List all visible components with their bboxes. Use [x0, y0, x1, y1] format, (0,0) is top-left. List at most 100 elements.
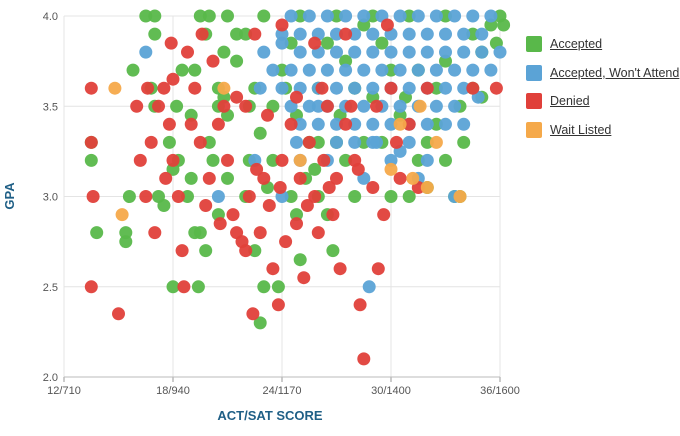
data-point	[344, 99, 358, 113]
data-point	[311, 99, 325, 113]
data-point	[202, 9, 216, 23]
legend: Accepted Accepted, Won't Attend Denied Wait…	[526, 30, 679, 145]
data-point	[339, 153, 353, 167]
data-point	[221, 171, 234, 185]
data-point	[290, 135, 303, 149]
data-point	[330, 171, 343, 185]
data-point	[195, 27, 209, 41]
data-point	[311, 226, 325, 240]
data-point	[393, 108, 407, 122]
data-point	[188, 63, 202, 77]
data-point	[384, 117, 398, 131]
y-tick-label: 2.5	[43, 282, 58, 294]
data-point	[211, 117, 225, 131]
axes: 2.0 2.5 3.0 3.5 4.0 12/710 18/940 24/1170 30/140…	[43, 11, 520, 397]
y-tick-label: 4.0	[43, 11, 58, 23]
data-point	[484, 18, 498, 32]
data-point	[130, 99, 144, 113]
legend-item[interactable]: Accepted, Won't Attend	[526, 59, 679, 88]
data-point	[141, 81, 155, 95]
data-point	[266, 262, 280, 276]
data-point	[148, 226, 162, 240]
data-point	[139, 190, 153, 203]
legend-label: Accepted	[550, 37, 603, 52]
data-point	[84, 153, 98, 167]
data-point	[266, 153, 280, 167]
data-point	[322, 181, 336, 194]
data-point	[279, 235, 293, 249]
data-point	[115, 208, 129, 222]
data-point	[181, 190, 194, 203]
data-point	[122, 190, 136, 203]
data-point	[484, 63, 498, 77]
legend-item[interactable]: Wait Listed	[526, 116, 676, 145]
data-point	[184, 117, 198, 131]
data-point	[489, 81, 503, 95]
y-axis-title: GPA	[2, 182, 17, 210]
data-point	[199, 244, 213, 258]
data-point	[484, 9, 498, 23]
data-point	[348, 27, 362, 41]
data-point	[402, 117, 416, 131]
data-point	[239, 244, 253, 258]
data-point	[275, 81, 289, 95]
data-point	[84, 81, 98, 95]
data-point	[246, 307, 260, 321]
data-point	[320, 99, 334, 113]
data-point	[411, 63, 425, 77]
data-point	[239, 27, 253, 41]
data-point	[439, 45, 452, 59]
data-point	[429, 81, 443, 95]
data-point	[370, 99, 383, 113]
data-point	[297, 271, 311, 285]
data-point	[311, 117, 325, 131]
data-point	[330, 45, 343, 59]
data-point	[339, 9, 353, 23]
data-point	[199, 199, 213, 212]
data-point	[348, 135, 362, 149]
x-tick-label: 36/1600	[480, 385, 520, 397]
data-point	[493, 45, 507, 59]
data-point	[357, 63, 371, 77]
data-point	[302, 9, 316, 23]
legend-item[interactable]: Accepted	[526, 30, 676, 59]
data-point	[380, 18, 394, 32]
data-point	[112, 307, 125, 321]
data-point	[384, 81, 398, 95]
data-point	[144, 135, 158, 149]
series-points	[84, 9, 511, 366]
data-point	[108, 81, 122, 95]
data-point	[330, 135, 343, 149]
data-point	[253, 226, 267, 240]
x-tick-label: 24/1170	[263, 385, 302, 397]
data-point	[466, 9, 480, 23]
data-point	[133, 153, 147, 167]
data-point	[148, 9, 162, 23]
data-point	[420, 181, 434, 194]
data-point	[193, 9, 207, 23]
data-point	[217, 99, 231, 113]
data-point	[206, 153, 220, 167]
x-tick-label: 30/1400	[371, 385, 411, 397]
data-point	[170, 99, 184, 113]
data-point	[162, 117, 176, 131]
data-point	[139, 9, 153, 23]
y-tick-label: 3.0	[43, 192, 58, 204]
legend-label: Denied	[550, 94, 590, 109]
data-point	[293, 45, 307, 59]
data-point	[275, 27, 289, 41]
data-point	[293, 9, 307, 23]
data-point	[366, 117, 380, 131]
data-point	[273, 181, 287, 194]
data-point	[366, 9, 380, 23]
data-point	[420, 153, 434, 167]
data-point	[429, 99, 443, 113]
data-point	[226, 208, 240, 222]
legend-item[interactable]: Denied	[526, 87, 676, 116]
data-point	[293, 171, 307, 185]
data-point	[330, 27, 343, 41]
data-point	[230, 54, 244, 68]
data-point	[257, 280, 271, 294]
data-point	[348, 45, 362, 59]
